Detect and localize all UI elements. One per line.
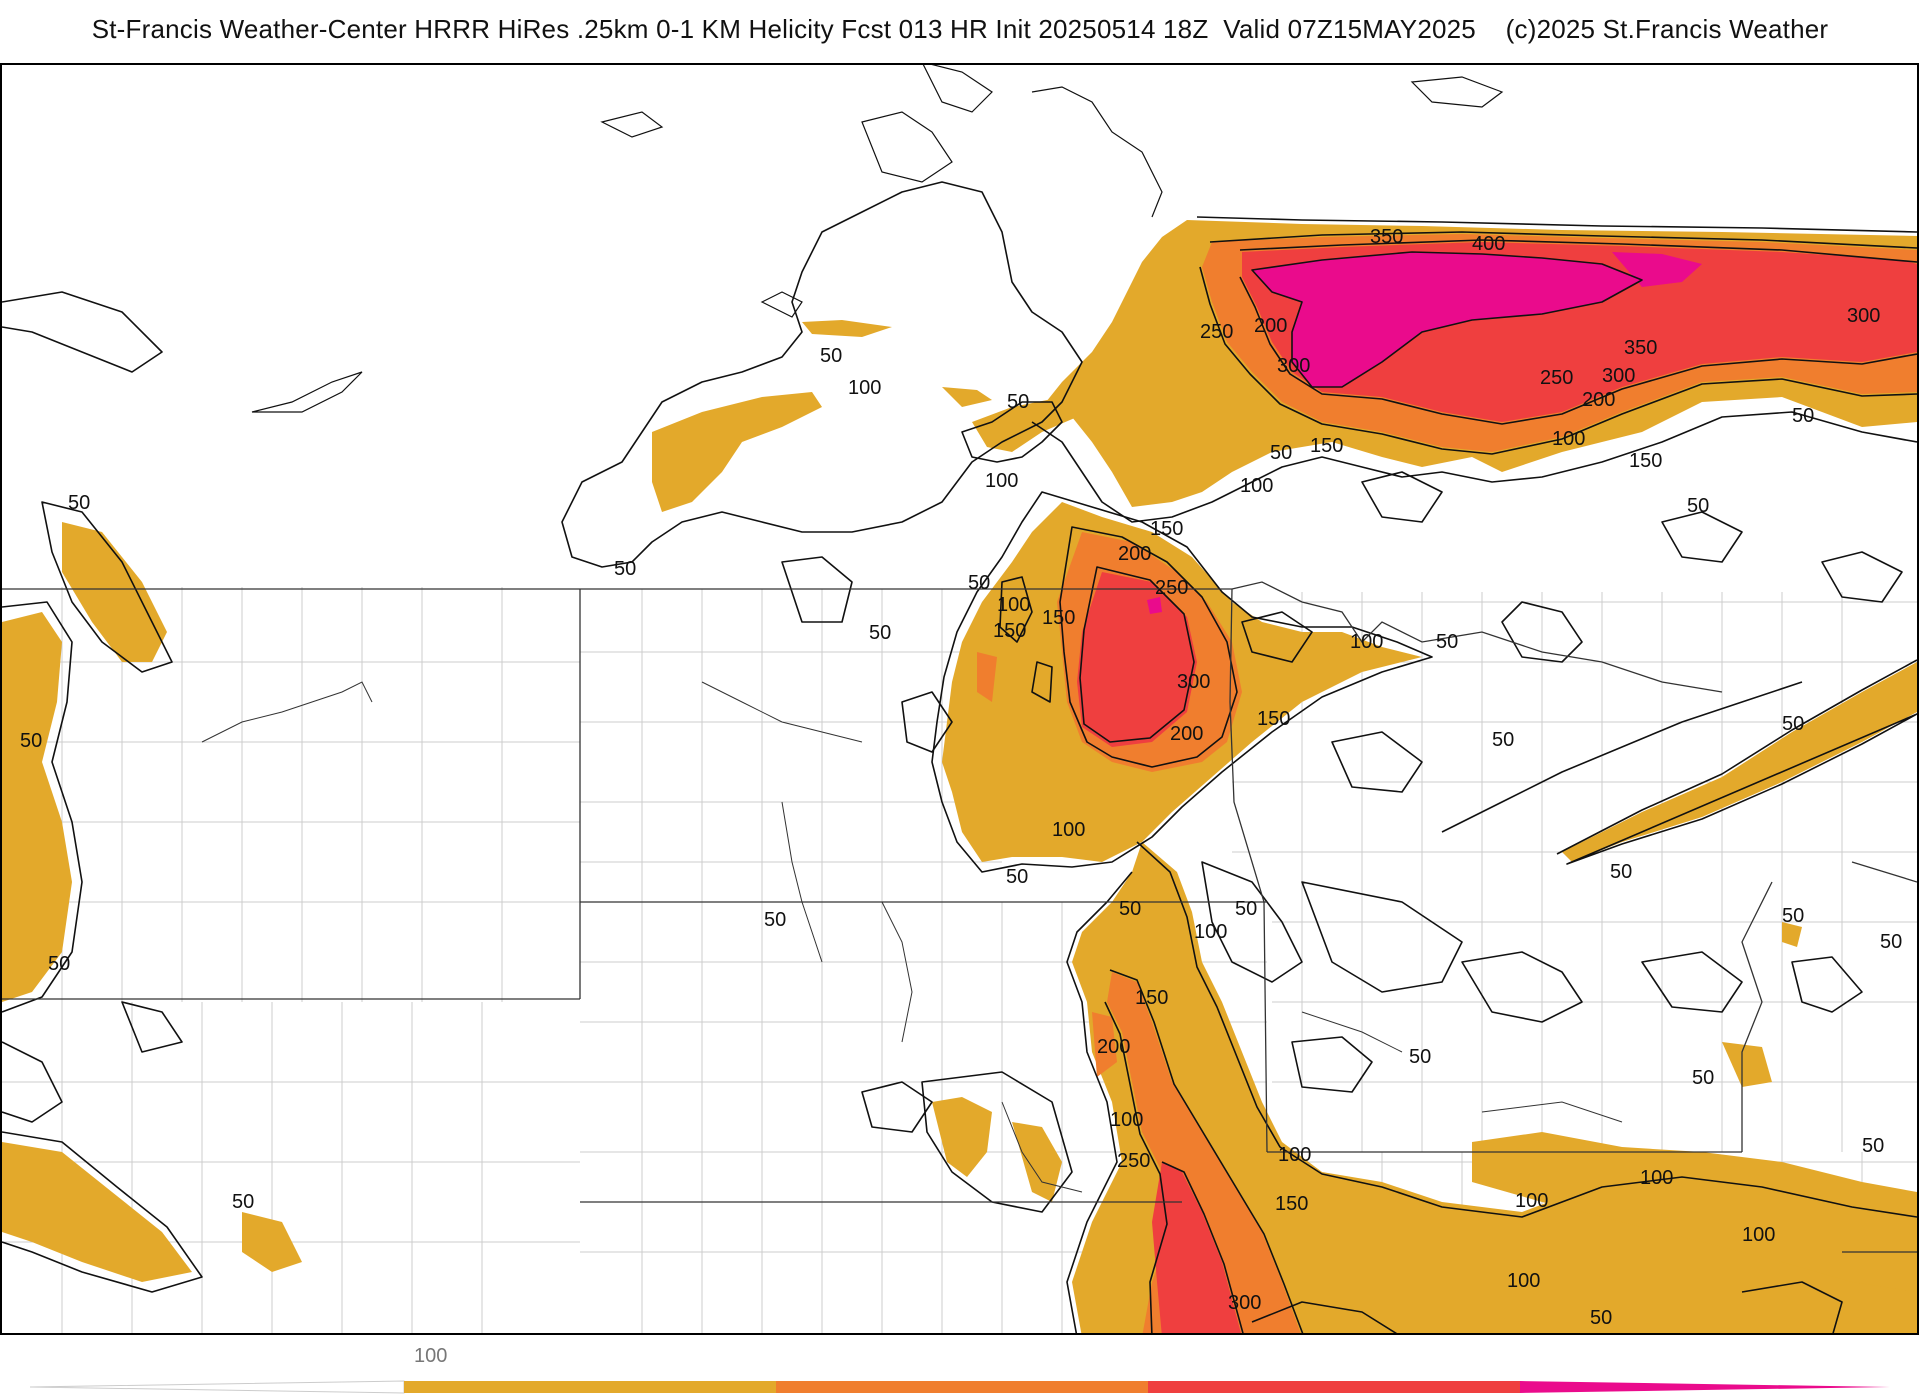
contour-label: 150 (993, 620, 1026, 642)
contour-label: 100 (997, 594, 1030, 616)
state-borders (2, 581, 1917, 1253)
contour-label: 150 (1257, 708, 1290, 730)
contour-label: 50 (1782, 905, 1804, 927)
contour-label: 50 (1270, 442, 1292, 464)
contour-label: 100 (1052, 819, 1085, 841)
contour-label: 50 (1235, 898, 1257, 920)
contour-label: 100 (1350, 631, 1383, 653)
contour-label: 250 (1117, 1150, 1150, 1172)
contour-label: 150 (1275, 1193, 1308, 1215)
contour-label: 300 (1277, 355, 1310, 377)
contour-label: 200 (1170, 723, 1203, 745)
contour-label: 100 (1640, 1167, 1673, 1189)
contour-label: 50 (1590, 1307, 1612, 1329)
contour-label: 50 (869, 622, 891, 644)
contour-label: 150 (1135, 987, 1168, 1009)
color-legend: 100 (29, 1340, 1890, 1395)
contour-label: 50 (68, 492, 90, 514)
contour-label: 100 (1194, 921, 1227, 943)
contour-label: 50 (1610, 861, 1632, 883)
contour-label: 50 (1006, 866, 1028, 888)
contour-label: 200 (1097, 1036, 1130, 1058)
contour-label: 150 (1150, 518, 1183, 540)
contour-label: 50 (1492, 729, 1514, 751)
contour-label: 100 (1240, 475, 1273, 497)
contour-label: 150 (1042, 607, 1075, 629)
contour-label: 250 (1200, 321, 1233, 343)
contour-label: 50 (20, 730, 42, 752)
contour-label: 150 (1629, 450, 1662, 472)
contour-label: 100 (985, 470, 1018, 492)
contour-label: 200 (1254, 315, 1287, 337)
map-title: St-Francis Weather-Center HRRR HiRes .25… (91, 14, 1829, 44)
contour-label: 300 (1228, 1292, 1261, 1314)
legend-segment (404, 1381, 776, 1393)
helicity-fill-400 (1147, 252, 1702, 614)
contour-label: 50 (1692, 1067, 1714, 1089)
contour-label: 50 (764, 909, 786, 931)
contour-label: 300 (1847, 305, 1880, 327)
contour-label: 300 (1602, 365, 1635, 387)
contour-label: 50 (1862, 1135, 1884, 1157)
contour-lines (2, 181, 1917, 1333)
contour-label: 100 (1742, 1224, 1775, 1246)
contour-label: 50 (968, 572, 990, 594)
contour-label: 350 (1624, 337, 1657, 359)
canadian-lakes (251, 65, 1504, 413)
legend-segment (1148, 1381, 1520, 1393)
contour-label: 50 (1007, 391, 1029, 413)
contour-label: 50 (1880, 931, 1902, 953)
contour-label: 50 (1782, 713, 1804, 735)
legend-segment (776, 1381, 1148, 1393)
map-frame[interactable]: 350 400 250 200 300 300 350 250 300 200 … (0, 63, 1919, 1335)
contour-label: 250 (1155, 577, 1188, 599)
contour-label: 50 (1792, 405, 1814, 427)
contour-label: 350 (1370, 226, 1403, 248)
contour-label: 50 (1436, 631, 1458, 653)
contour-label: 50 (1409, 1046, 1431, 1068)
contour-label: 50 (48, 953, 70, 975)
contour-label: 100 (848, 377, 881, 399)
contour-label: 400 (1472, 233, 1505, 255)
contour-label: 200 (1582, 389, 1615, 411)
contour-label: 250 (1540, 367, 1573, 389)
contour-label: 200 (1118, 543, 1151, 565)
contour-label: 100 (1552, 428, 1585, 450)
contour-label: 300 (1177, 671, 1210, 693)
contour-labels: 350 400 250 200 300 300 350 250 300 200 … (20, 226, 1902, 1329)
legend-tick-label: 100 (414, 1345, 448, 1367)
contour-label: 100 (1507, 1270, 1540, 1292)
contour-label: 50 (614, 558, 636, 580)
contour-label: 50 (1119, 898, 1141, 920)
contour-label: 150 (1310, 435, 1343, 457)
contour-label: 100 (1110, 1109, 1143, 1131)
contour-label: 50 (1687, 495, 1709, 517)
contour-label: 50 (820, 345, 842, 367)
legend-segment-low (29, 1380, 405, 1394)
legend-colorbar (29, 1380, 1890, 1394)
helicity-map: 350 400 250 200 300 300 350 250 300 200 … (2, 65, 1917, 1333)
rivers (201, 681, 1623, 1193)
contour-label: 100 (1515, 1190, 1548, 1212)
contour-label: 50 (232, 1191, 254, 1213)
legend-segment-high (1520, 1381, 1890, 1393)
contour-label: 100 (1278, 1144, 1311, 1166)
